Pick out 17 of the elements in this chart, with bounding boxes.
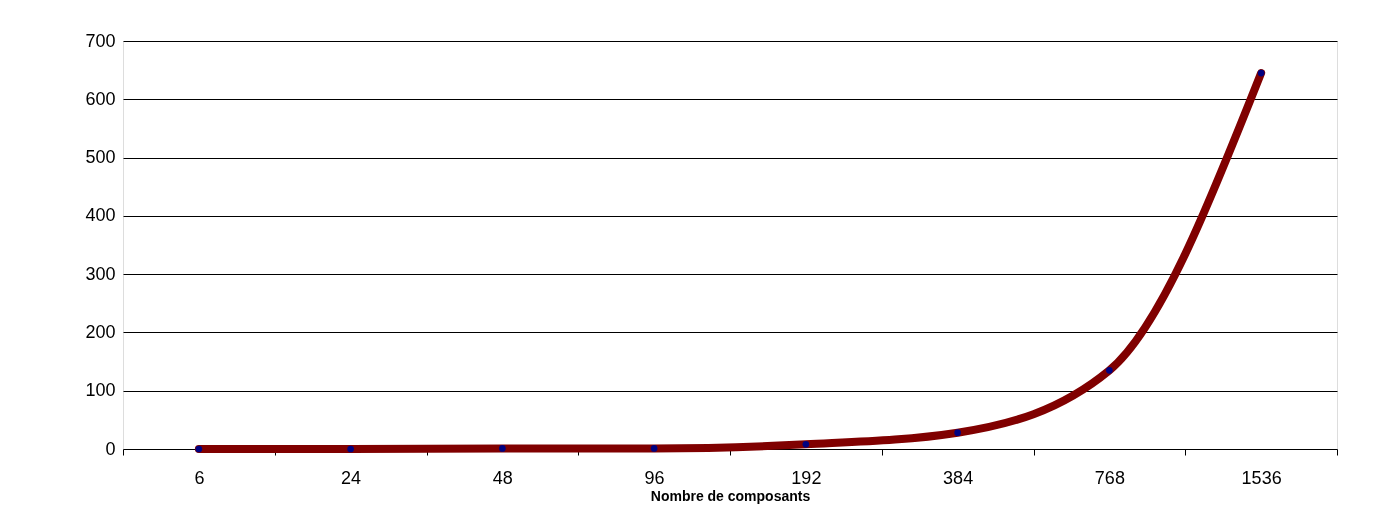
x-tick-label: 6 (194, 467, 205, 488)
y-tick-label: 200 (85, 321, 116, 342)
x-tick-label: 192 (791, 467, 822, 488)
x-tick-label: 96 (644, 467, 665, 488)
x-axis-title: Nombre de composants (650, 487, 811, 504)
x-tick-label: 384 (943, 467, 974, 488)
x-tick-label: 24 (341, 467, 362, 488)
y-tick-label: 600 (85, 88, 116, 109)
y-tick-label: 500 (85, 147, 116, 168)
y-tick-label: 400 (85, 205, 116, 226)
x-tick-label: 1536 (1241, 467, 1282, 488)
y-tick-label: 0 (105, 438, 116, 459)
y-tick-label: 100 (85, 380, 116, 401)
x-tick-label: 48 (492, 467, 513, 488)
y-tick-label: 300 (85, 263, 116, 284)
x-tick-label: 768 (1094, 467, 1125, 488)
y-tick-label: 700 (85, 30, 116, 51)
